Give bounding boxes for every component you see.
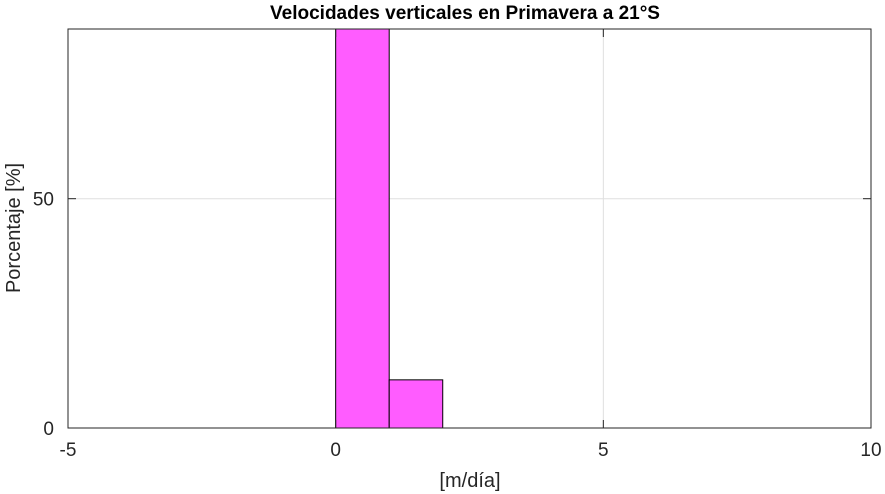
grid-lines — [67, 29, 872, 429]
y-axis-label: Porcentaje [%] — [3, 163, 25, 293]
x-tick-label: 0 — [330, 440, 341, 461]
x-tick-label: -5 — [60, 440, 77, 461]
chart-title: Velocidades verticales en Primavera a 21… — [270, 3, 660, 24]
axis-ticks: -5 0 5 10 0 50 — [33, 29, 882, 461]
histogram-bar — [335, 28, 390, 429]
x-tick-label: 10 — [860, 440, 881, 461]
x-tick-label: 5 — [598, 440, 609, 461]
y-tick-label: 50 — [33, 190, 54, 211]
plot-area-frame — [67, 28, 872, 429]
histogram-bars — [335, 28, 444, 429]
y-tick-label: 0 — [43, 419, 54, 440]
histogram-bar — [388, 379, 444, 429]
x-axis-label: [m/día] — [439, 470, 500, 492]
